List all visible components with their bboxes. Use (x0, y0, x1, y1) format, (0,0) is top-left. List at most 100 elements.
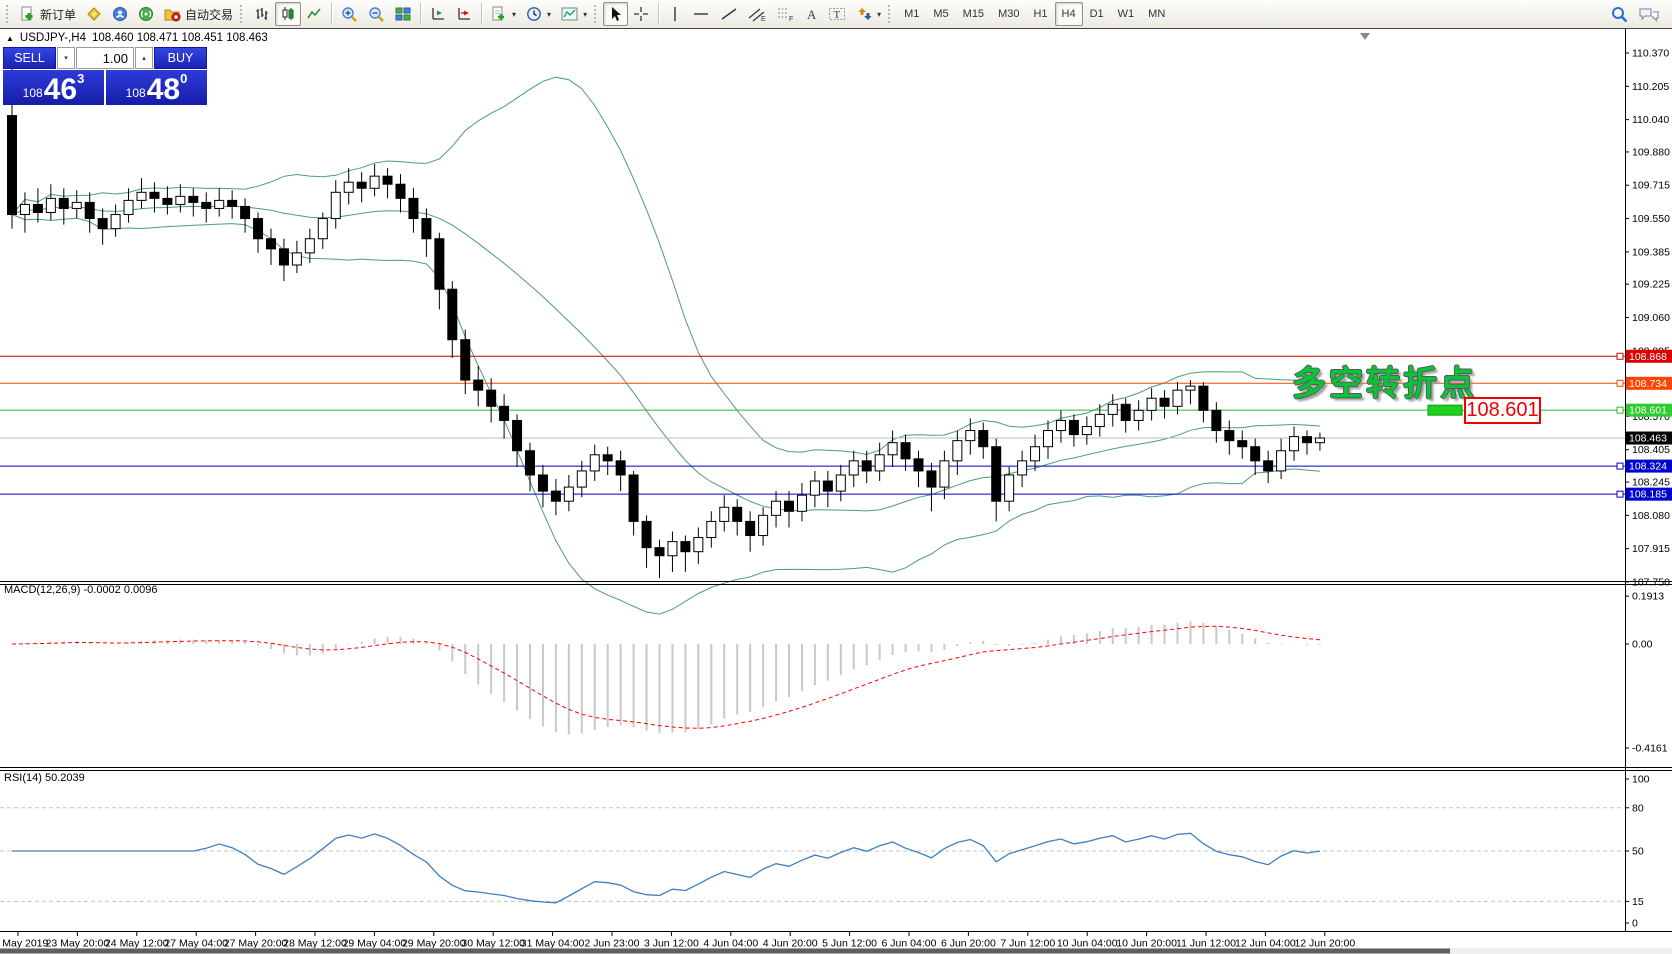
cursor-button[interactable] (603, 2, 629, 26)
timeframe-m1-button[interactable]: M1 (904, 8, 920, 20)
svg-text:F: F (789, 16, 793, 22)
macd-indicator-label: MACD(12,26,9) -0.0002 0.0096 (4, 584, 158, 596)
tile-windows-button[interactable] (390, 2, 416, 26)
clock-icon (527, 7, 541, 21)
line-chart-button[interactable] (301, 2, 327, 26)
svg-text:109.550: 109.550 (1632, 213, 1670, 225)
sell-price-display[interactable]: 108 46 3 (3, 70, 104, 105)
crosshair-button[interactable] (628, 2, 654, 26)
autotrade-button[interactable]: 自动交易 (159, 2, 238, 26)
chat-icon[interactable] (1638, 6, 1660, 23)
periods-dropdown[interactable]: ▾ (521, 2, 556, 26)
bar-chart-button[interactable] (249, 2, 275, 26)
svg-text:109.880: 109.880 (1632, 146, 1670, 158)
timeframe-mn-button[interactable]: MN (1148, 8, 1166, 20)
sell-button[interactable]: SELL (3, 47, 56, 69)
toolbar-separator (481, 3, 483, 25)
svg-text:6 Jun 04:00: 6 Jun 04:00 (882, 938, 937, 950)
svg-text:24 May 12:00: 24 May 12:00 (105, 938, 169, 950)
search-icon[interactable] (1611, 6, 1628, 23)
svg-text:5 Jun 12:00: 5 Jun 12:00 (822, 938, 877, 950)
svg-text:108.868: 108.868 (1629, 351, 1667, 363)
buy-price-display[interactable]: 108 48 0 (106, 70, 207, 105)
price-level-tags: 108.868 108.734 108.601 108.463 108.324 108.1… (1616, 349, 1672, 501)
one-click-trading-panel: SELL ▾ 1.00 ▴ BUY 108 46 3 108 48 0 (3, 47, 207, 105)
community-button[interactable] (107, 2, 133, 26)
level-marker-rect (1427, 404, 1463, 416)
svg-text:4 Jun 04:00: 4 Jun 04:00 (703, 938, 758, 950)
volume-decrease-button[interactable]: ▾ (57, 47, 75, 69)
timeframe-w1-button[interactable]: W1 (1117, 8, 1135, 20)
new-order-label: 新订单 (40, 7, 77, 22)
svg-text:50: 50 (1632, 846, 1644, 858)
svg-text:27 May 20:00: 27 May 20:00 (224, 938, 288, 950)
cursor-icon (612, 7, 622, 21)
svg-text:27 May 04:00: 27 May 04:00 (164, 938, 228, 950)
chart-text-annotation: 多空转折点 (1292, 365, 1477, 403)
sell-price-sup: 3 (77, 71, 85, 86)
svg-text:7 Jun 12:00: 7 Jun 12:00 (1000, 938, 1055, 950)
buy-price-big: 48 (146, 73, 181, 106)
vertical-line-icon (674, 7, 676, 21)
timeframe-m5-button[interactable]: M5 (933, 8, 949, 20)
shapes-dropdown[interactable]: ▾ (851, 2, 886, 26)
caret-down-icon: ▾ (583, 9, 588, 19)
rsi-value: 50.2039 (44, 772, 85, 784)
layers-icon (87, 7, 101, 21)
timeframe-d1-button[interactable]: D1 (1089, 8, 1104, 20)
layers-button[interactable] (81, 2, 107, 26)
text-label-button[interactable]: T (823, 2, 851, 26)
chart-canvas[interactable]: 110.370 110.205 110.040 109.880 109.715 109.5… (0, 29, 1672, 954)
indicators-icon (492, 6, 505, 21)
equidistant-channel-button[interactable]: E (743, 2, 771, 26)
svg-text:80: 80 (1632, 802, 1644, 814)
toolbar-separator (420, 3, 422, 25)
timeframe-h1-button[interactable]: H1 (1033, 8, 1048, 20)
candlestick-button[interactable] (275, 2, 302, 26)
fibonacci-button[interactable]: F (771, 2, 799, 26)
h-scrollbar-thumb[interactable] (0, 948, 1450, 954)
trendline-button[interactable] (715, 2, 743, 26)
symbol-period-label: USDJPY-,H4 (19, 32, 86, 44)
signals-icon (139, 7, 154, 21)
svg-text:108.185: 108.185 (1629, 489, 1667, 501)
svg-text:3 Jun 12:00: 3 Jun 12:00 (644, 938, 699, 950)
horizontal-line-button[interactable] (687, 2, 715, 26)
vertical-line-button[interactable] (663, 2, 687, 26)
timeframe-m15-button[interactable]: M15 (962, 8, 985, 20)
chart-shift-button[interactable] (451, 2, 477, 26)
autotrade-label: 自动交易 (185, 7, 234, 22)
signals-button[interactable] (133, 2, 159, 26)
rsi-indicator-label: RSI(14) 50.2039 (4, 772, 85, 784)
candlestick-icon (282, 7, 294, 20)
volume-increase-button[interactable]: ▴ (135, 47, 153, 69)
timeframe-m30-button[interactable]: M30 (998, 8, 1020, 20)
templates-dropdown[interactable]: ▾ (556, 2, 592, 26)
rsi-panel: 100 80 50 15 0 (0, 774, 1650, 930)
timeframe-h4-button[interactable]: H4 (1054, 2, 1083, 26)
zoom-out-button[interactable] (363, 2, 390, 26)
svg-text:30 May 12:00: 30 May 12:00 (461, 938, 525, 950)
svg-text:12 Jun 04:00: 12 Jun 04:00 (1235, 938, 1296, 950)
svg-text:10 Jun 04:00: 10 Jun 04:00 (1057, 938, 1118, 950)
svg-text:29 May 04:00: 29 May 04:00 (343, 938, 407, 950)
svg-text:100: 100 (1632, 774, 1650, 786)
tile-windows-icon (395, 7, 411, 21)
community-icon (113, 7, 128, 21)
caret-down-icon: ▾ (512, 9, 517, 19)
new-order-button[interactable]: 新订单 (15, 2, 81, 26)
svg-text:108.463: 108.463 (1629, 433, 1667, 445)
text-button[interactable]: A (799, 2, 823, 26)
svg-text:0.1913: 0.1913 (1632, 591, 1664, 603)
zoom-in-button[interactable] (336, 2, 363, 26)
buy-button[interactable]: BUY (154, 47, 207, 69)
toolbar-grip (888, 5, 893, 23)
svg-text:29 May 20:00: 29 May 20:00 (402, 938, 466, 950)
scroll-to-end-button[interactable] (425, 2, 451, 26)
volume-input[interactable]: 1.00 (76, 47, 134, 69)
collapse-icon[interactable]: ▲ (6, 33, 14, 43)
svg-text:12 Jun 20:00: 12 Jun 20:00 (1294, 938, 1355, 950)
svg-text:23 May 20:00: 23 May 20:00 (46, 938, 110, 950)
indicators-dropdown[interactable]: ▾ (486, 2, 521, 26)
